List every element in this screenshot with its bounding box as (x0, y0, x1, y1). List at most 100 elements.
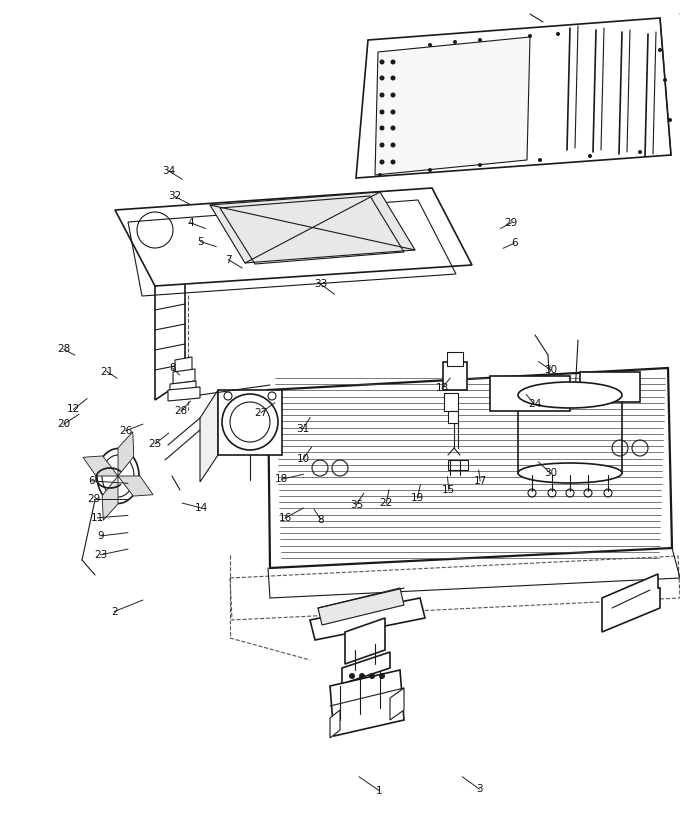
Text: 31: 31 (296, 424, 309, 434)
Polygon shape (345, 618, 385, 664)
Text: 23: 23 (94, 550, 107, 560)
Circle shape (663, 78, 667, 82)
Text: 6: 6 (88, 476, 95, 486)
Polygon shape (210, 192, 415, 263)
Circle shape (359, 673, 365, 679)
Polygon shape (390, 688, 404, 720)
Bar (448, 411, 458, 423)
Polygon shape (310, 598, 425, 640)
Text: 5: 5 (197, 237, 204, 247)
Text: 28: 28 (57, 344, 71, 354)
Text: 18: 18 (275, 474, 288, 484)
Text: 10: 10 (296, 454, 310, 464)
Circle shape (378, 173, 382, 177)
Polygon shape (118, 432, 134, 476)
Ellipse shape (518, 463, 622, 483)
Circle shape (428, 168, 432, 172)
Circle shape (428, 43, 432, 47)
Polygon shape (175, 357, 192, 373)
Circle shape (528, 34, 532, 38)
Polygon shape (318, 588, 404, 625)
Circle shape (478, 38, 482, 42)
Polygon shape (342, 652, 390, 684)
Text: 29: 29 (505, 218, 518, 228)
Text: 22: 22 (379, 498, 393, 508)
Polygon shape (375, 37, 530, 175)
Circle shape (390, 76, 396, 81)
Polygon shape (330, 670, 404, 736)
Text: 11: 11 (90, 513, 104, 523)
Polygon shape (118, 476, 153, 496)
Circle shape (390, 59, 396, 64)
Bar (444, 393, 458, 411)
Polygon shape (602, 574, 660, 632)
Text: 24: 24 (528, 399, 541, 409)
Bar (580, 372, 640, 402)
Polygon shape (218, 390, 282, 455)
Text: 8: 8 (318, 515, 324, 524)
Circle shape (668, 118, 672, 122)
Circle shape (379, 76, 384, 81)
Circle shape (390, 142, 396, 147)
Text: 14: 14 (194, 503, 208, 513)
Text: 30: 30 (544, 469, 558, 478)
Polygon shape (173, 369, 195, 384)
Text: 12: 12 (67, 404, 80, 414)
Text: 9: 9 (97, 531, 104, 541)
Text: 19: 19 (411, 493, 424, 503)
Text: 6: 6 (511, 238, 517, 248)
Circle shape (556, 32, 560, 36)
Text: 21: 21 (100, 367, 114, 376)
Bar (443, 362, 467, 390)
Text: 25: 25 (148, 439, 162, 449)
Circle shape (379, 93, 384, 98)
Text: 17: 17 (473, 476, 487, 486)
Text: 7: 7 (225, 255, 232, 265)
Text: 2: 2 (111, 607, 118, 616)
Circle shape (453, 40, 457, 44)
Circle shape (658, 48, 662, 52)
Circle shape (538, 158, 542, 162)
Circle shape (390, 93, 396, 98)
Text: 28: 28 (174, 406, 188, 416)
Text: 13: 13 (435, 383, 449, 393)
Polygon shape (356, 18, 671, 178)
Text: 26: 26 (119, 426, 133, 436)
Text: 4: 4 (187, 218, 194, 228)
Text: 8: 8 (169, 363, 176, 373)
Circle shape (369, 673, 375, 679)
Circle shape (379, 673, 385, 679)
Polygon shape (170, 381, 196, 391)
Polygon shape (330, 710, 340, 738)
Circle shape (390, 126, 396, 131)
Polygon shape (115, 188, 472, 286)
Text: 16: 16 (279, 513, 292, 523)
Polygon shape (102, 476, 118, 520)
Text: 33: 33 (314, 279, 328, 289)
Text: 29: 29 (87, 494, 101, 504)
Circle shape (379, 59, 384, 64)
Text: 34: 34 (162, 166, 175, 176)
Text: 1: 1 (376, 786, 383, 796)
Bar (490, 376, 570, 411)
Circle shape (349, 673, 355, 679)
Circle shape (379, 159, 384, 164)
Circle shape (478, 163, 482, 167)
Text: 32: 32 (168, 192, 182, 201)
Text: 35: 35 (350, 500, 363, 510)
Circle shape (379, 109, 384, 114)
Polygon shape (518, 395, 622, 473)
Bar (447, 352, 463, 366)
Ellipse shape (97, 449, 139, 504)
Circle shape (588, 154, 592, 158)
Text: 3: 3 (476, 784, 483, 794)
Polygon shape (268, 368, 672, 568)
Circle shape (390, 159, 396, 164)
Polygon shape (83, 456, 118, 476)
Polygon shape (200, 390, 218, 482)
Polygon shape (168, 387, 200, 401)
Circle shape (379, 142, 384, 147)
Text: 30: 30 (544, 365, 558, 375)
Circle shape (638, 150, 642, 154)
Text: 27: 27 (254, 408, 268, 418)
